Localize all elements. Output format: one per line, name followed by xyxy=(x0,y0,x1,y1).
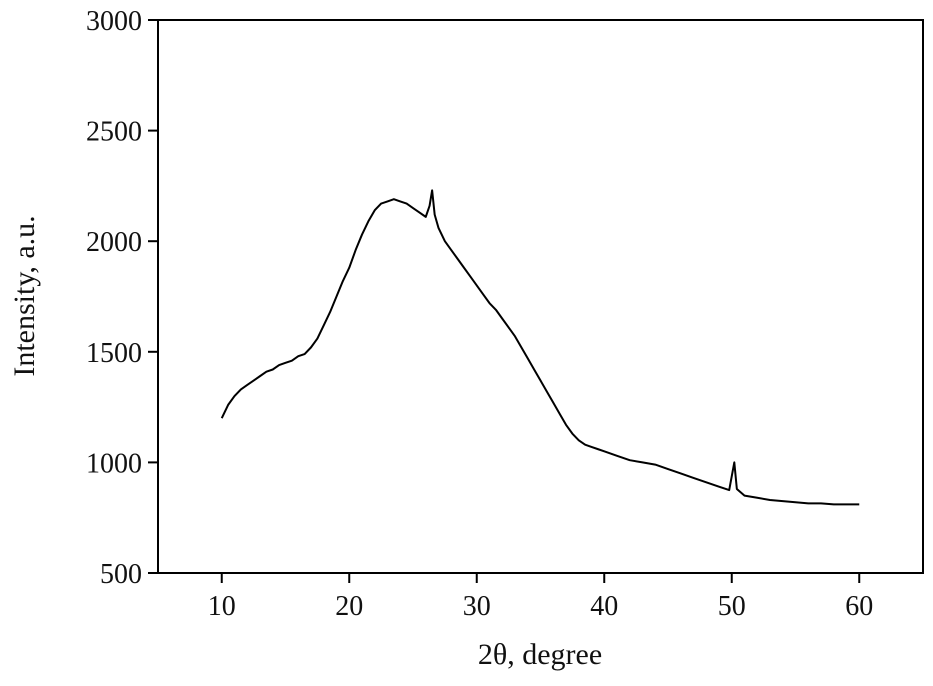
y-tick-label: 1500 xyxy=(86,338,142,369)
y-tick-label: 3000 xyxy=(86,6,142,37)
y-tick-label: 1000 xyxy=(86,448,142,479)
x-tick-label: 30 xyxy=(463,591,491,622)
y-axis-label: Intensity, a.u. xyxy=(8,215,41,376)
x-tick-label: 60 xyxy=(845,591,873,622)
y-tick-label: 500 xyxy=(100,559,142,590)
x-tick-label: 20 xyxy=(335,591,363,622)
data-line xyxy=(220,189,860,506)
y-tick-label: 2000 xyxy=(86,227,142,258)
x-tick-label: 50 xyxy=(718,591,746,622)
plot-frame xyxy=(157,19,924,574)
y-tick-label: 2500 xyxy=(86,117,142,148)
x-tick-label: 40 xyxy=(590,591,618,622)
x-axis-label: 2θ, degree xyxy=(478,638,602,671)
x-tick-label: 10 xyxy=(208,591,236,622)
